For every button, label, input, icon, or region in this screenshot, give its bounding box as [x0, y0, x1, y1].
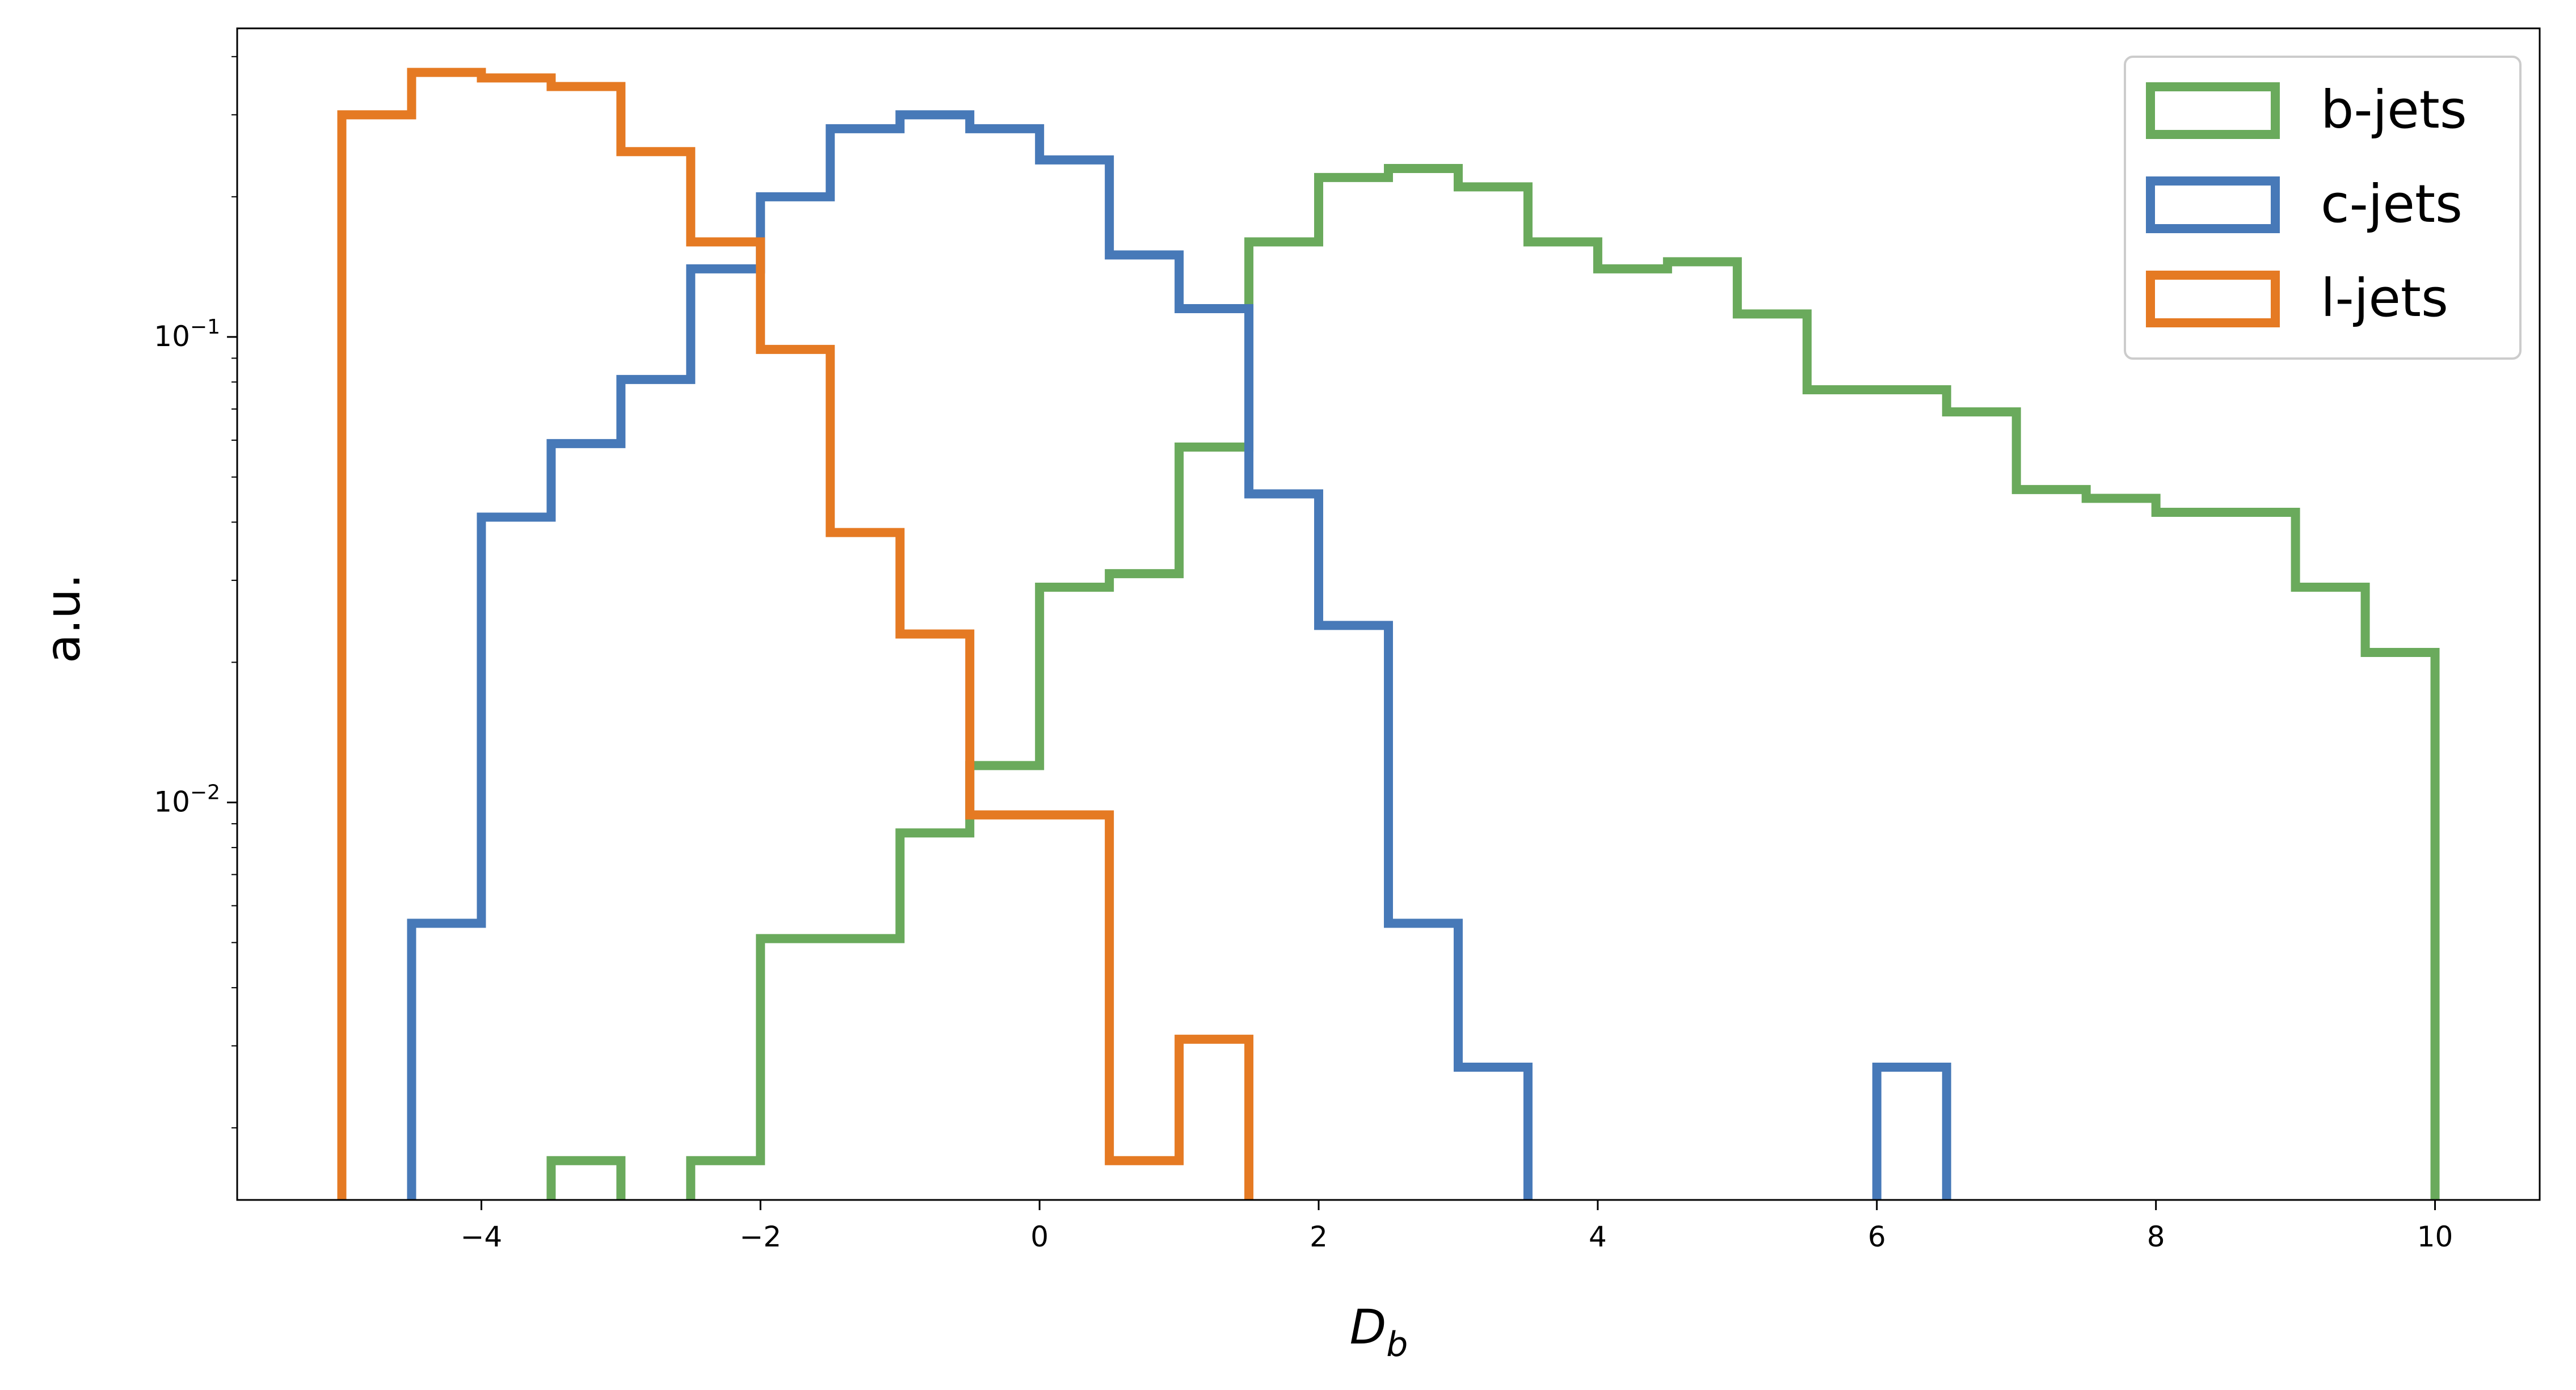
- legend-entry-b-jets: b-jets: [2146, 79, 2467, 140]
- series-line-b-jets: [546, 164, 2440, 1200]
- series-line-c-jets: [407, 110, 1951, 1200]
- legend-swatch: [2146, 271, 2280, 327]
- x-tick-label: 6: [1868, 1220, 1886, 1253]
- y-axis-ticks: 10−1 10−2: [154, 56, 237, 1128]
- series-line-l-jets: [337, 68, 1254, 1200]
- legend: b-jets c-jets l-jets: [2124, 56, 2522, 360]
- x-axis-label: Db: [1350, 1299, 1408, 1364]
- x-tick-label: 10: [2417, 1220, 2453, 1253]
- y-tick-label: 10−2: [154, 781, 220, 818]
- legend-label: b-jets: [2321, 79, 2467, 140]
- x-tick-label: −2: [739, 1220, 781, 1253]
- x-axis-label-subscript: b: [1386, 1325, 1408, 1364]
- series-c-jets: [407, 110, 1951, 1200]
- legend-swatch: [2146, 176, 2280, 233]
- x-tick-label: 8: [2147, 1220, 2165, 1253]
- x-tick-label: 0: [1030, 1220, 1049, 1253]
- x-axis-label-main: D: [1350, 1299, 1387, 1355]
- legend-entries: b-jets c-jets l-jets: [2146, 79, 2467, 328]
- y-tick-label: 10−1: [154, 315, 220, 353]
- x-tick-label: 2: [1310, 1220, 1328, 1253]
- series-l-jets: [337, 68, 1254, 1200]
- x-tick-label: 4: [1589, 1220, 1607, 1253]
- x-tick-label: −4: [461, 1220, 503, 1253]
- legend-label: c-jets: [2321, 174, 2463, 234]
- legend-entry-l-jets: l-jets: [2146, 268, 2448, 328]
- series-b-jets: [546, 164, 2440, 1200]
- series-layer: [337, 68, 2440, 1200]
- legend-label: l-jets: [2321, 268, 2448, 328]
- legend-entry-c-jets: c-jets: [2146, 174, 2463, 234]
- x-axis-ticks: −4 −2 0 2 4 6 8 10: [461, 1200, 2453, 1253]
- plot-frame: [236, 27, 2541, 1201]
- legend-swatch: [2146, 82, 2280, 139]
- y-axis-label: a.u.: [35, 574, 91, 663]
